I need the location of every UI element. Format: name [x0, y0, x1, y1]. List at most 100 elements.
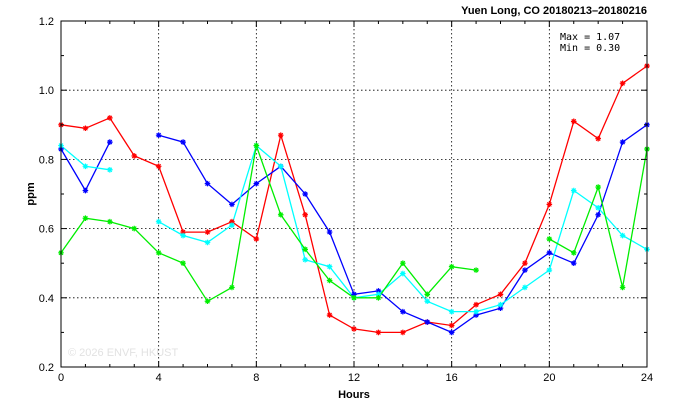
series-3-point — [595, 205, 601, 211]
series-2-point — [522, 267, 528, 273]
series-2-point — [546, 250, 553, 256]
series-3-point — [302, 256, 308, 263]
series-3-point — [546, 267, 553, 273]
series-2-point — [351, 291, 357, 298]
series-4-point — [400, 260, 406, 266]
series-2-point — [253, 180, 260, 187]
series-4-point — [619, 284, 626, 291]
series-1-point — [473, 301, 479, 308]
series-3-point — [522, 284, 528, 291]
y-tick-label: 0.2 — [39, 362, 54, 374]
series-4-point — [253, 142, 260, 149]
x-tick-label: 8 — [253, 372, 259, 384]
series-3-point — [619, 232, 626, 239]
series-4-point — [277, 211, 284, 218]
series-3-point — [204, 239, 211, 246]
series-1-point — [619, 80, 626, 87]
series-3-point — [497, 301, 504, 308]
series-4-point — [595, 184, 601, 190]
series-3-point — [107, 166, 113, 173]
marker-layer — [58, 63, 650, 336]
series-1-point — [326, 312, 333, 318]
y-tick-label: 0.8 — [39, 154, 54, 166]
series-4-point — [570, 250, 577, 256]
series-4-point — [131, 225, 138, 232]
y-tick-label: 0.6 — [39, 224, 54, 236]
series-1-point — [400, 329, 406, 336]
y-tick-label: 0.4 — [39, 293, 54, 305]
series-1-point — [351, 326, 357, 332]
series-1-point — [448, 322, 455, 329]
axis-ticks — [61, 21, 647, 367]
series-2-point — [448, 329, 455, 336]
series-4-line — [60, 143, 477, 303]
series-1-point — [546, 201, 553, 208]
series-1-point — [497, 291, 504, 298]
series-2-point — [400, 308, 406, 315]
series-2-point — [595, 211, 601, 218]
series-1-point — [229, 218, 235, 225]
series-4-point — [204, 298, 211, 305]
x-tick-label: 16 — [446, 372, 458, 384]
x-tick-label: 24 — [641, 372, 653, 384]
series-4-point — [107, 218, 113, 225]
x-tick-label: 0 — [58, 372, 64, 384]
series-4-point — [229, 284, 235, 291]
series-1-point — [82, 125, 89, 132]
max-annotation: Max = 1.07 — [560, 32, 620, 43]
series-3-point — [473, 308, 479, 315]
watermark: © 2026 ENVF, HKUST — [68, 347, 178, 359]
series-3-point — [400, 270, 406, 277]
series-1-point — [375, 329, 382, 336]
series-1-point — [155, 163, 162, 170]
y-tick-labels: 0.2 0.4 0.6 0.8 1.0 1.2 — [39, 16, 54, 374]
series-3-point — [180, 232, 186, 239]
series-3-point — [326, 263, 333, 270]
series-4-point — [302, 246, 308, 253]
series-1-point — [253, 236, 260, 242]
series-2-point — [473, 312, 479, 318]
series-3-point — [82, 163, 89, 170]
series-4-point — [155, 250, 162, 256]
series-2-point — [107, 139, 113, 145]
series-3-point — [424, 298, 431, 305]
series-2-point — [326, 229, 333, 235]
series-4-point — [180, 260, 186, 266]
series-2-point — [229, 201, 235, 208]
series-2-point — [375, 288, 382, 294]
series-2-point — [619, 139, 626, 145]
x-tick-label: 12 — [348, 372, 360, 384]
x-tick-label: 4 — [156, 372, 162, 384]
series-2-point — [497, 305, 504, 311]
series-1-point — [595, 135, 601, 142]
series-4-point — [351, 295, 357, 301]
series-4-point — [424, 291, 431, 298]
series-1-point — [131, 153, 138, 159]
series-3-point — [570, 187, 577, 194]
series-3-point — [155, 218, 162, 225]
series-2-point — [302, 191, 308, 197]
series-2-point — [424, 319, 431, 325]
series-1-point — [107, 115, 113, 121]
series-2-point — [204, 180, 211, 187]
series-3-point — [448, 308, 455, 315]
x-tick-label: 20 — [543, 372, 555, 384]
series-2-point — [570, 260, 577, 266]
y-tick-label: 1.2 — [39, 16, 54, 28]
series-4-point — [473, 267, 479, 273]
series-4-point — [326, 277, 333, 284]
series-1-point — [277, 132, 284, 138]
y-axis-label: ppm — [25, 182, 37, 205]
series-4-point — [546, 236, 553, 242]
series-2-point — [180, 139, 186, 145]
x-axis-label: Hours — [338, 389, 370, 401]
series-1-point — [570, 118, 577, 125]
series-3-point — [277, 163, 284, 170]
series-4-point — [82, 215, 89, 222]
series-1-point — [522, 260, 528, 266]
chart-title: Yuen Long, CO 20180213–20180216 — [461, 5, 647, 17]
x-tick-labels: 0 4 8 12 16 20 24 — [58, 372, 653, 384]
series-2-point — [155, 132, 162, 138]
